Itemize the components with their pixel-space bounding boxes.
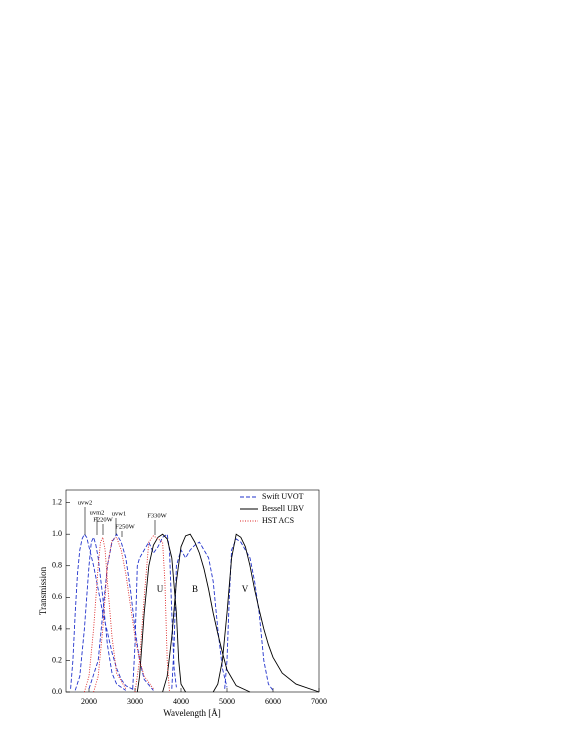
legend-label: Swift UVOT: [262, 492, 304, 501]
annotation: B: [192, 584, 198, 594]
y-tick-label: 0.0: [52, 687, 62, 696]
y-tick-label: 0.6: [52, 592, 62, 601]
x-tick-label: 2000: [81, 697, 97, 706]
annotation: U: [157, 584, 164, 594]
legend-label: HST ACS: [262, 516, 294, 525]
series-line: [136, 533, 320, 693]
annotation: uvw2: [78, 499, 92, 506]
y-tick-label: 1.0: [52, 529, 62, 538]
annotation: uvw1: [112, 510, 126, 517]
annotation: uvm2: [90, 509, 105, 516]
annotation: F250W: [115, 523, 135, 530]
y-axis-label: Transmission: [38, 566, 48, 615]
x-tick-label: 7000: [311, 697, 327, 706]
series-line: [70, 533, 274, 691]
plot-frame: [65, 489, 320, 693]
annotation: F220W: [93, 516, 113, 523]
y-tick-label: 1.2: [52, 497, 62, 506]
x-tick-label: 5000: [219, 697, 235, 706]
legend-label: Bessell UBV: [262, 504, 304, 513]
series-line: [83, 535, 170, 693]
annotation: F330W: [147, 512, 167, 519]
y-tick-label: 0.8: [52, 561, 62, 570]
x-tick-label: 6000: [265, 697, 281, 706]
x-tick-label: 3000: [127, 697, 143, 706]
x-tick-label: 4000: [173, 697, 189, 706]
y-tick-label: 0.2: [52, 655, 62, 664]
x-axis-label: Wavelength [Å]: [163, 708, 221, 718]
y-tick-label: 0.4: [52, 624, 62, 633]
annotation: V: [242, 584, 249, 594]
